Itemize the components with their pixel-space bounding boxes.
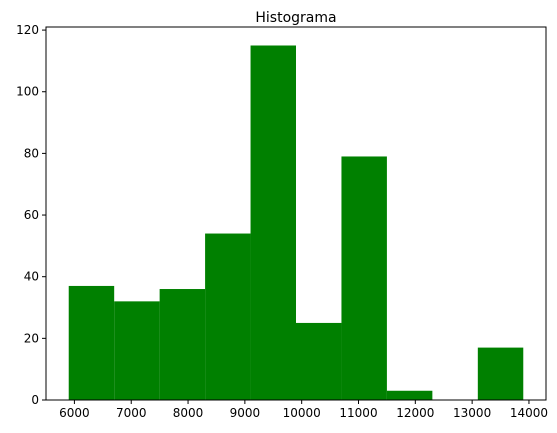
x-tick-label: 9000 (230, 406, 261, 420)
plot-frame (45, 26, 547, 401)
x-tick-label: 7000 (116, 406, 147, 420)
histogram-bar (114, 301, 160, 400)
x-tick-label: 13000 (453, 406, 491, 420)
x-tick-label: 14000 (510, 406, 548, 420)
histogram-bar (477, 347, 524, 400)
y-tick-label: 80 (24, 146, 39, 160)
chart-title: Histograma (255, 10, 336, 26)
y-tick-label: 20 (24, 331, 39, 345)
histogram-bar (386, 390, 433, 400)
histogram-bar (296, 322, 342, 400)
y-axis-ticks: 0 20 40 60 80 100 120 (16, 23, 46, 407)
y-tick-label: 100 (16, 85, 39, 99)
histogram-bar (159, 289, 206, 400)
y-tick-label: 60 (24, 208, 39, 222)
histogram-bar (68, 285, 115, 400)
x-tick-label: 11000 (339, 406, 377, 420)
x-tick-label: 6000 (59, 406, 90, 420)
y-tick-label: 40 (24, 270, 39, 284)
x-tick-label: 12000 (396, 406, 434, 420)
y-tick-label: 0 (31, 393, 39, 407)
histogram-bar (250, 45, 296, 400)
histogram-bar (205, 233, 251, 400)
x-axis-ticks: 6000 7000 8000 9000 10000 11000 12000 13000 1400… (59, 400, 548, 420)
bars-group (68, 45, 524, 400)
x-tick-label: 8000 (173, 406, 204, 420)
histogram-bar (341, 156, 387, 400)
y-tick-label: 120 (16, 23, 39, 37)
x-tick-label: 10000 (283, 406, 321, 420)
